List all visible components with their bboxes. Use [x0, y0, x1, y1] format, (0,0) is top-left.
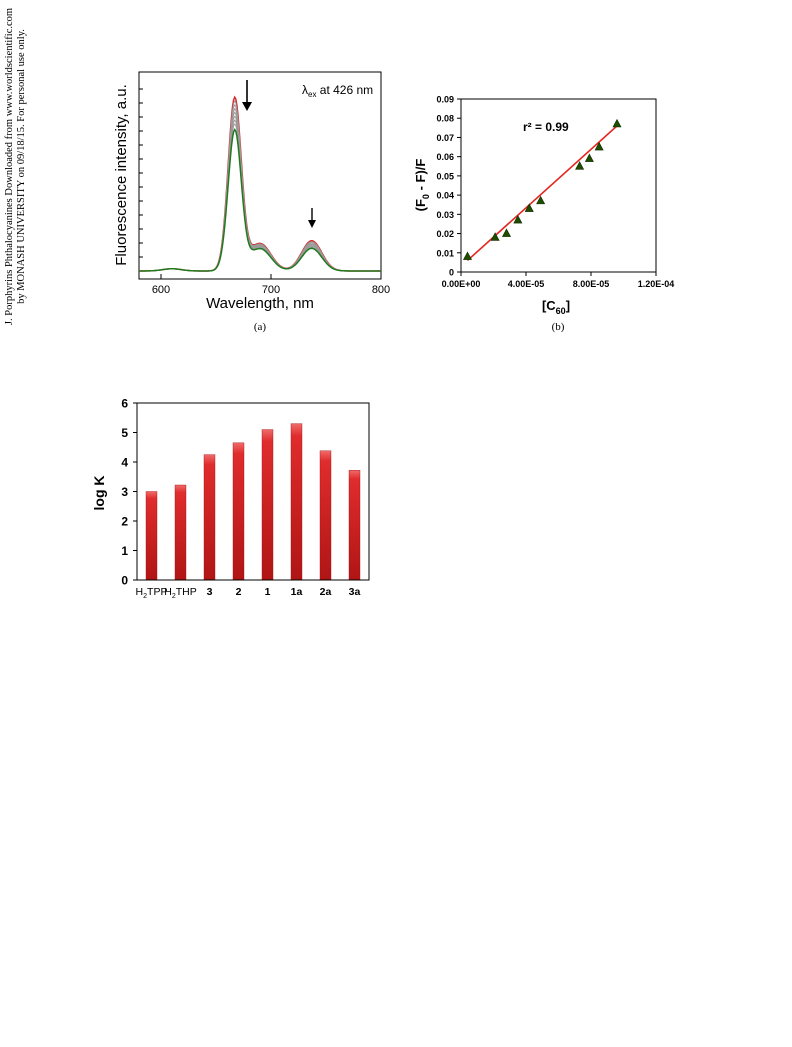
chart-a-xtick-label: 800 [372, 284, 390, 296]
chart-b-point [584, 153, 594, 162]
chart-c-plot-area [137, 403, 369, 580]
chart-c-ytick-label: 4 [121, 456, 128, 470]
chart-b-xtick-label: 0.00E+00 [442, 279, 481, 289]
chart-c-category-label: 2 [236, 586, 242, 598]
chart-b-ylabel: (F0 - F)/F [413, 159, 431, 212]
chart-c-bar [319, 450, 332, 581]
chart-c-category-label: H2THP [164, 586, 197, 600]
chart-b-point [463, 251, 472, 260]
chart-b-point [575, 161, 585, 170]
chart-c-bar [203, 454, 216, 581]
arrow-peak2-icon [308, 208, 316, 228]
chart-b-xtick-label: 4.00E-05 [508, 279, 545, 289]
chart-b-ytick-label: 0.07 [436, 133, 454, 143]
chart-a-panel-label: (a) [254, 321, 267, 333]
chart-c-category-label: H2TPP [136, 586, 168, 600]
chart-c-ytick-label: 2 [121, 515, 128, 529]
chart-b-point [524, 203, 534, 212]
chart-b-point [490, 232, 500, 241]
chart-b-point [594, 141, 604, 151]
chart-b-ytick-label: 0.02 [436, 229, 454, 239]
chart-a-xtick-label: 700 [262, 284, 280, 296]
chart-b-frame [460, 98, 657, 273]
chart-c-ylabel: log K [91, 476, 107, 511]
chart-b-fit-path [466, 125, 618, 262]
chart-b-ytick-label: 0.06 [436, 152, 454, 162]
chart-c-bar [290, 423, 303, 581]
chart-c-bars [145, 423, 361, 581]
chart-b-fit-line [466, 125, 618, 262]
chart-a-frame [138, 71, 382, 280]
chart-c-ytick-label: 0 [121, 574, 128, 588]
chart-b-point [502, 228, 511, 237]
chart-b-xtick-label: 8.00E-05 [573, 279, 610, 289]
chart-a-series-line [139, 128, 381, 272]
chart-b-ytick-label: 0.05 [436, 171, 454, 181]
chart-c-ytick-label: 1 [121, 544, 128, 558]
chart-c-category-label: 2a [320, 586, 332, 598]
chart-c-ytick-label: 3 [121, 485, 128, 499]
chart-b-points [463, 118, 622, 260]
chart-a-xlabel: Wavelength, nm [206, 295, 314, 312]
chart-a-annotation: λex at 426 nm [302, 83, 373, 99]
chart-b-annotation: r² = 0.99 [523, 120, 569, 134]
chart-b-y-ticks: 0 0.01 0.02 0.03 0.04 0.05 0.06 0.07 0.08 0.09 [436, 95, 461, 278]
chart-a-xtick-label: 600 [152, 284, 170, 296]
chart-a-ylabel: Fluorescence intensity, a.u. [113, 84, 130, 265]
chart-c-category-label: 3a [349, 586, 361, 598]
chart-c-bar [348, 470, 361, 581]
chart-c-bar [261, 429, 274, 581]
chart-b-point [612, 118, 622, 128]
chart-c-category-label: 1 [265, 586, 271, 598]
chart-c-category-label: 1a [291, 586, 303, 598]
chart-c-bar [145, 491, 158, 581]
chart-b-xlabel: [C60] [542, 298, 570, 316]
chart-fluorescence: 600 700 800 λex at 426 nm Wavelength, nm F… [113, 71, 390, 333]
chart-a-x-ticks: 600 700 800 [152, 274, 390, 296]
chart-stern-volmer: 0 0.01 0.02 0.03 0.04 0.05 0.06 0.07 0.08 0.09 0.… [413, 95, 674, 334]
chart-a-y-ticks [139, 88, 143, 272]
chart-b-ytick-label: 0.01 [436, 248, 454, 258]
chart-b-ytick-label: 0 [449, 268, 454, 278]
chart-c-y-ticks: 0 1 2 3 4 5 6 [121, 397, 137, 588]
chart-b-point [536, 195, 546, 205]
chart-b-point [513, 214, 523, 224]
chart-b-ytick-label: 0.03 [436, 210, 454, 220]
chart-a-series [139, 95, 381, 272]
arrow-peak1-icon [242, 80, 252, 111]
chart-b-ytick-label: 0.08 [436, 114, 454, 124]
chart-c-ytick-label: 5 [121, 426, 128, 440]
chart-b-ytick-label: 0.09 [436, 95, 454, 105]
chart-c-category-label: 3 [207, 586, 213, 598]
chart-c-bar [232, 442, 245, 581]
chart-b-xtick-label: 1.20E-04 [638, 279, 675, 289]
chart-b-x-ticks: 0.00E+00 4.00E-05 8.00E-05 1.20E-04 [442, 272, 675, 289]
chart-c-bar [174, 484, 187, 581]
chart-b-ytick-label: 0.04 [436, 191, 454, 201]
chart-c-ytick-label: 6 [121, 397, 128, 411]
chart-b-panel-label: (b) [552, 321, 565, 333]
